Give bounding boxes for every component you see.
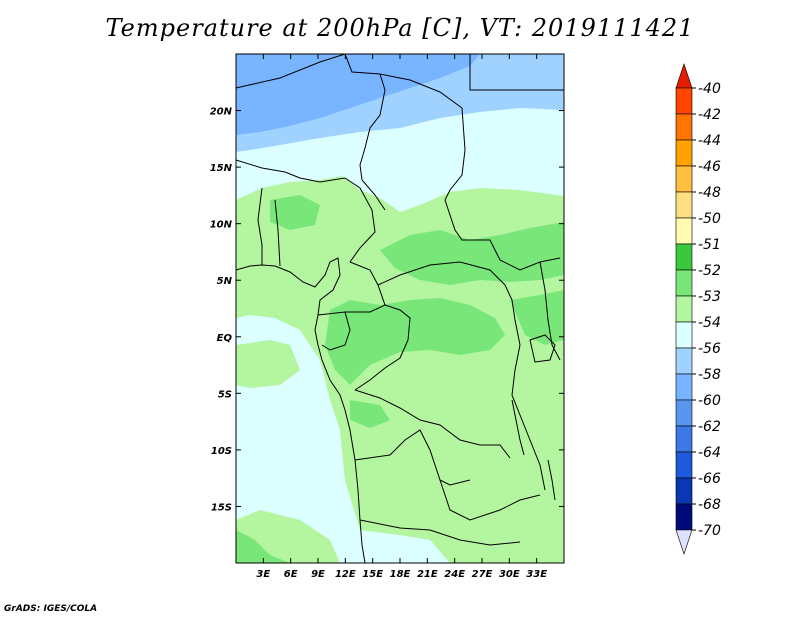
colorbar: -40 -42 -44 -46 -48 -50 -51 -52 -53 -54 -56 -58 -60 -… [675, 63, 721, 555]
map-title: Temperature at 200hPa [C], VT: 201911142… [105, 14, 695, 42]
field-region-52-53-center [325, 298, 505, 385]
x-tick-label: 6E [284, 569, 298, 580]
country-boundaries [236, 54, 564, 563]
colorbar-segment [675, 425, 693, 453]
y-tick-label: 10S [211, 446, 232, 457]
border-sahara-3 [379, 73, 466, 201]
colorbar-label: -68 [698, 497, 721, 513]
colorbar-segment [675, 295, 693, 323]
colorbar-label: -51 [698, 237, 721, 253]
colorbar-segment [675, 373, 693, 401]
colorbar-bottom-arrow [675, 529, 693, 555]
y-tick-label: EQ [217, 333, 233, 344]
border-congo-drc [354, 304, 411, 391]
colorbar-label: -40 [698, 81, 721, 97]
border-cameroon [345, 261, 386, 313]
border-drc-east [504, 284, 546, 491]
border-togo-benin [274, 199, 281, 267]
field-region-52-53-sw [236, 530, 290, 563]
field-region-52-53-east [510, 290, 564, 345]
x-tick-label: 3E [256, 569, 270, 580]
colorbar-top-arrow [675, 63, 693, 89]
x-tick-label: 21E [417, 569, 438, 580]
x-tick-label: 12E [335, 569, 356, 580]
y-tick-label: 15N [210, 163, 233, 174]
colorbar-label: -53 [698, 289, 721, 305]
border-gabon [317, 311, 351, 351]
lake-victoria [529, 334, 556, 363]
x-tick-label: 18E [390, 569, 411, 580]
colorbar-segment [675, 347, 693, 375]
border-namibia [359, 519, 521, 546]
lake-tanganyika [511, 399, 525, 456]
colorbar-label: -44 [698, 133, 721, 149]
border-libya-egypt [469, 54, 564, 91]
border-east-africa [539, 261, 561, 361]
colorbar-label: -64 [698, 445, 721, 461]
colorbar-segment [675, 451, 693, 479]
y-tick-label: 20N [210, 107, 233, 118]
border-sahara-1 [236, 54, 346, 89]
y-tick-label: 5N [217, 276, 233, 287]
colorbar-label: -50 [698, 211, 721, 227]
colorbar-label: -42 [698, 107, 721, 123]
temperature-field [236, 54, 564, 563]
border-chad-sudan [444, 199, 561, 271]
x-tick-label: 27E [472, 569, 493, 580]
x-axis: 3E 6E 9E 12E 15E 18E 21E 24E 27E 30E 33E [256, 54, 547, 580]
colorbar-segment [675, 113, 693, 141]
colorbar-label: -58 [698, 367, 721, 383]
colorbar-segment [675, 165, 693, 193]
x-tick-label: 33E [526, 569, 547, 580]
colorbar-segment [675, 217, 693, 245]
colorbar-label: -60 [698, 393, 721, 409]
coastline-west-africa [236, 257, 366, 563]
field-region-53-54-west [236, 340, 300, 388]
x-tick-label: 15E [362, 569, 383, 580]
field-region-52-53-south [350, 400, 390, 428]
border-drc-south [354, 389, 511, 459]
border-west-sahel [236, 159, 301, 179]
y-tick-label: 10N [210, 220, 233, 231]
x-tick-label: 30E [499, 569, 520, 580]
colorbar-segment [675, 243, 693, 271]
border-west-coast-states [257, 187, 263, 265]
field-region-58-60 [236, 54, 480, 135]
lake-malawi [547, 459, 556, 501]
y-axis: 20N 15N 10N 5N EQ 5S 10S 15S [210, 107, 564, 513]
x-tick-label: 24E [444, 569, 465, 580]
colorbar-label: -46 [698, 159, 721, 175]
border-car [377, 261, 506, 286]
colorbar-label: -70 [698, 523, 721, 539]
colorbar-segment [675, 87, 693, 115]
border-angola [354, 429, 471, 486]
colorbar-label: -56 [698, 341, 721, 357]
border-zambia [439, 479, 541, 521]
border-sahara-2 [344, 54, 386, 211]
colorbar-segment [675, 269, 693, 297]
colorbar-label: -54 [698, 315, 721, 331]
colorbar-segment [675, 321, 693, 349]
x-tick-label: 9E [311, 569, 325, 580]
colorbar-label: -66 [698, 471, 721, 487]
colorbar-segment [675, 191, 693, 219]
colorbar-label: -52 [698, 263, 721, 279]
colorbar-label: -62 [698, 419, 721, 435]
border-nigeria [299, 177, 376, 263]
colorbar-segment [675, 503, 693, 531]
colorbar-segment [675, 399, 693, 427]
y-tick-label: 5S [218, 389, 232, 400]
colorbar-segment [675, 477, 693, 505]
y-tick-label: 15S [211, 502, 232, 513]
field-region-52-53-nw [270, 195, 320, 230]
colorbar-label: -48 [698, 185, 721, 201]
footer-credit: GrADS: IGES/COLA [4, 604, 98, 614]
colorbar-segment [675, 139, 693, 167]
